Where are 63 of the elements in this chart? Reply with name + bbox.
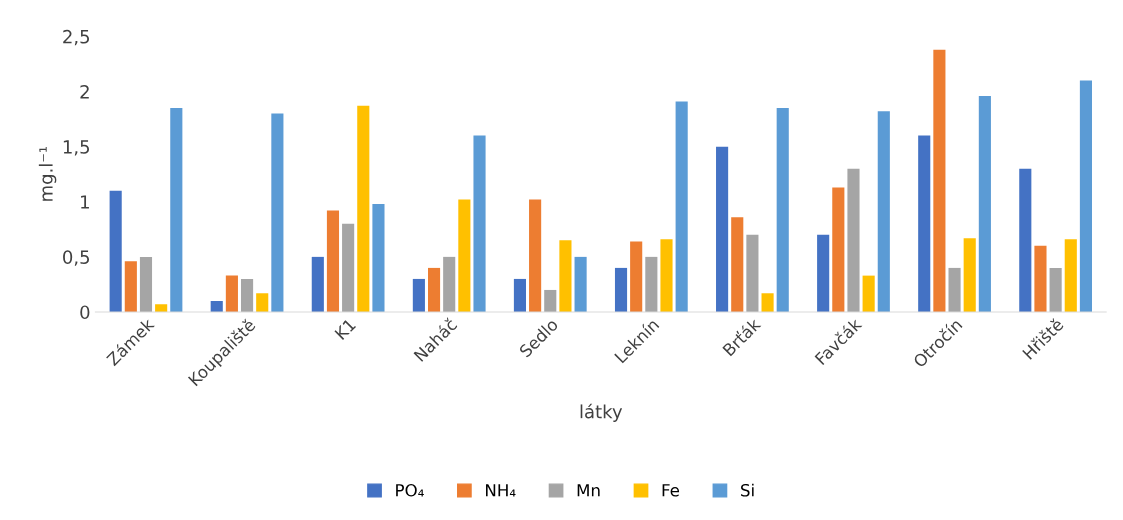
bar — [559, 240, 572, 312]
bar — [847, 168, 860, 312]
y-tick-label: 1 — [81, 195, 89, 209]
bar — [170, 108, 183, 312]
y-tick-label: 2 — [80, 84, 89, 99]
bar — [210, 300, 223, 312]
bar — [1034, 245, 1047, 312]
bar — [529, 199, 542, 312]
bar — [1019, 168, 1032, 312]
legend-label: Mn — [577, 484, 600, 497]
bar — [630, 241, 643, 312]
bar — [645, 256, 658, 312]
bar — [614, 267, 628, 312]
legend-label: PO₄ — [396, 483, 424, 497]
bar — [746, 234, 759, 312]
x-axis-title: látky — [580, 403, 623, 422]
bar — [1079, 80, 1093, 312]
legend-label: NH₄ — [486, 484, 516, 497]
bar — [311, 256, 324, 312]
bar — [443, 256, 456, 312]
bar — [963, 238, 976, 312]
bar — [412, 278, 425, 312]
bar — [877, 111, 890, 312]
bar — [271, 113, 284, 312]
bar — [948, 267, 961, 312]
y-tick-label: 0 — [80, 305, 90, 320]
bar — [372, 203, 385, 312]
bar — [817, 234, 830, 312]
bar — [427, 267, 441, 312]
bar — [832, 187, 845, 312]
y-axis-title: mg.l⁻¹ — [38, 146, 57, 201]
bar — [357, 105, 370, 312]
bar — [933, 49, 946, 312]
bar — [660, 239, 673, 312]
bar — [675, 101, 688, 312]
y-tick-label: 2,5 — [63, 29, 90, 46]
y-tick-label: 0,5 — [63, 250, 90, 266]
bar — [1049, 267, 1062, 312]
bar — [326, 210, 340, 312]
bar — [473, 135, 486, 312]
y-tick-label: 1,5 — [63, 140, 90, 156]
bar — [458, 199, 471, 312]
bar — [761, 293, 774, 312]
bar — [716, 146, 729, 312]
bar — [109, 190, 122, 312]
bar — [241, 278, 254, 312]
bar — [139, 256, 153, 312]
bar — [918, 135, 931, 312]
bar — [862, 275, 875, 312]
bar — [731, 217, 744, 312]
bar — [342, 223, 355, 312]
bar — [256, 293, 269, 312]
bar — [225, 275, 238, 312]
legend-label: Si — [741, 483, 754, 497]
x-tick-label: K1 — [334, 318, 356, 340]
bar — [544, 289, 557, 312]
bar — [776, 108, 789, 312]
bar — [574, 256, 587, 312]
bar — [513, 278, 527, 312]
legend-label: Fe — [662, 484, 680, 497]
bar — [1064, 239, 1077, 312]
bar — [978, 95, 991, 312]
bar — [124, 261, 137, 312]
